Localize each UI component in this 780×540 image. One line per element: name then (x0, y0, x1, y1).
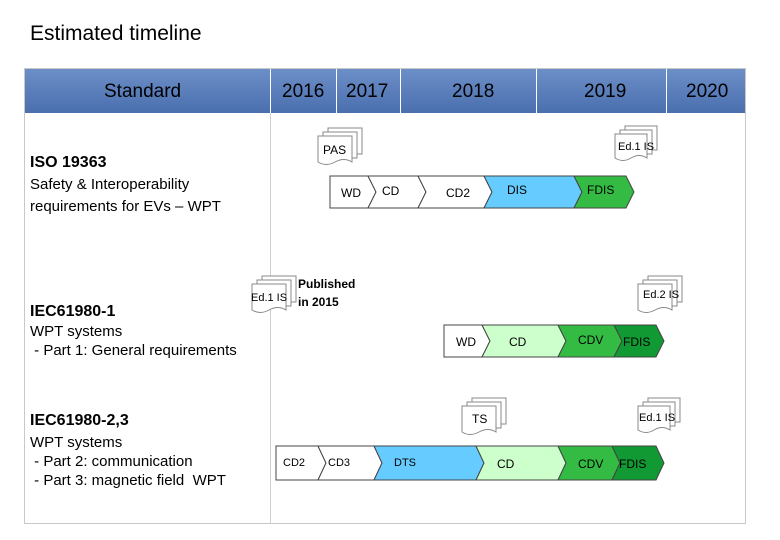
stage-dts-label: DTS (394, 457, 416, 469)
ed2-is-document-icon (637, 275, 683, 313)
stage-cd2-label: CD2 (283, 457, 306, 469)
header-separator (666, 69, 667, 113)
stage-cdv-label: CDV (578, 457, 604, 471)
header-year-2017: 2017 (346, 81, 389, 102)
stage-wd-label: WD (341, 186, 361, 200)
standard-iec61980-23-desc-line: - Part 2: communication (30, 453, 193, 470)
standard-iec61980-23-desc-line: WPT systems (30, 434, 123, 451)
stage-wd-label: WD (456, 335, 476, 349)
column-separator (270, 113, 271, 523)
stage-fdis (573, 175, 635, 209)
header-separator (400, 69, 401, 113)
standard-iec61980-23-desc-line: - Part 3: magnetic field WPT (30, 472, 226, 489)
stage-dts (373, 445, 485, 481)
stage-dis-label: DIS (507, 183, 528, 197)
stage-fdis (613, 324, 665, 358)
timeline-header (25, 69, 745, 113)
stage-cd3-label: CD3 (328, 457, 351, 469)
standard-iso19363-desc-line: Safety & Interoperability (30, 176, 190, 193)
page-title: Estimated timeline (30, 22, 202, 45)
published-note-line: Published (298, 277, 356, 291)
header-separator (536, 69, 537, 113)
header-separator (270, 69, 271, 113)
pas-label: PAS (323, 143, 347, 157)
ed1-is-label: Ed.1 IS (251, 292, 288, 304)
stage-fdis-label: FDIS (587, 183, 615, 197)
stage-cd (475, 445, 567, 481)
stage-cd-label: CD (509, 335, 527, 349)
header-year-2019: 2019 (584, 81, 627, 102)
timeline-frame (24, 68, 746, 524)
stage-cd2-label: CD2 (446, 186, 471, 200)
published-note-line: in 2015 (298, 295, 339, 309)
stage-fdis-label: FDIS (623, 335, 651, 349)
standard-iec61980-23-name: IEC61980-2,3 (30, 412, 129, 429)
pas-document-icon (317, 127, 363, 165)
header-year-2020: 2020 (686, 81, 729, 102)
ed1-is-label: Ed.1 IS (639, 412, 676, 424)
header-year-2018: 2018 (452, 81, 495, 102)
standard-iso19363-name: ISO 19363 (30, 154, 107, 171)
header-year-2016: 2016 (282, 81, 325, 102)
ts-label: TS (472, 412, 488, 426)
header-standard: Standard (104, 81, 182, 102)
standard-iec61980-1-desc-line: WPT systems (30, 323, 123, 340)
standard-iso19363-desc-line: requirements for EVs – WPT (30, 198, 221, 215)
ed1-is-document-icon (614, 125, 658, 161)
standard-iec61980-1-name: IEC61980-1 (30, 303, 116, 320)
stage-fdis (611, 445, 665, 481)
stage-dis (483, 175, 583, 209)
ed1-is-label: Ed.1 IS (618, 141, 655, 153)
standard-iec61980-1-desc-line: - Part 1: General requirements (30, 342, 237, 359)
ed1-is-document-icon (251, 275, 297, 313)
header-separator (336, 69, 337, 113)
stage-cd-label: CD (382, 184, 400, 198)
ed1-is-document-icon (637, 397, 681, 433)
ed2-is-label: Ed.2 IS (643, 289, 680, 301)
stage-cd-label: CD (497, 457, 515, 471)
stage-fdis-label: FDIS (619, 457, 647, 471)
stage-cdv-label: CDV (578, 333, 604, 347)
ts-document-icon (461, 397, 507, 435)
